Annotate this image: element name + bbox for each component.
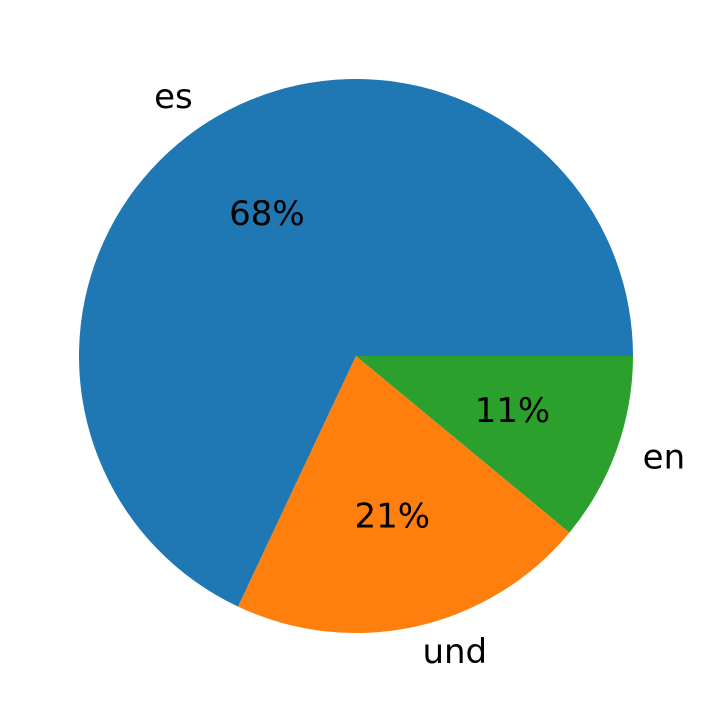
pie-slice	[78, 78, 633, 607]
slice-label: und	[422, 632, 487, 672]
pie-slice	[238, 356, 570, 633]
slice-label: en	[643, 438, 685, 478]
slice-label: es	[154, 77, 193, 117]
pie-slice	[356, 356, 633, 533]
percent-label: 68%	[229, 194, 305, 234]
percent-label: 21%	[354, 497, 430, 537]
percent-label: 11%	[475, 391, 551, 431]
